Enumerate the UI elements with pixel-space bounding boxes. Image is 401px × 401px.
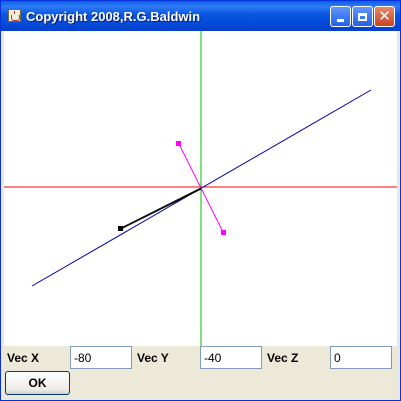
ok-button[interactable]: OK	[5, 371, 70, 395]
minimize-button[interactable]	[330, 6, 351, 27]
vec-y-label: Vec Y	[137, 351, 169, 365]
vec-x-label: Vec X	[7, 351, 40, 365]
drawing-canvas	[4, 31, 397, 346]
vec-x-input[interactable]	[70, 346, 132, 369]
vector-line-upper	[120, 187, 202, 229]
maximize-icon	[358, 12, 367, 21]
minimize-icon	[337, 19, 344, 22]
vec-z-input[interactable]	[330, 346, 392, 369]
vector-controls: Vec X Vec Y Vec Z	[4, 346, 397, 370]
vector-line-lower	[120, 188, 202, 230]
maximize-button[interactable]	[352, 6, 373, 27]
window-title: Copyright 2008,R.G.Baldwin	[26, 9, 201, 24]
projection-endpoint-bottom	[221, 230, 226, 235]
vector-endpoint	[118, 226, 123, 231]
vec-z-label: Vec Z	[267, 351, 299, 365]
axes-drawing	[4, 31, 397, 346]
close-button[interactable]: ✕	[374, 6, 395, 27]
close-icon: ✕	[378, 7, 391, 25]
java-cup-icon[interactable]	[8, 9, 21, 22]
projection-endpoint-top	[176, 141, 181, 146]
title-bar[interactable]: Copyright 2008,R.G.Baldwin ✕	[1, 1, 400, 31]
vec-y-input[interactable]	[200, 346, 262, 369]
